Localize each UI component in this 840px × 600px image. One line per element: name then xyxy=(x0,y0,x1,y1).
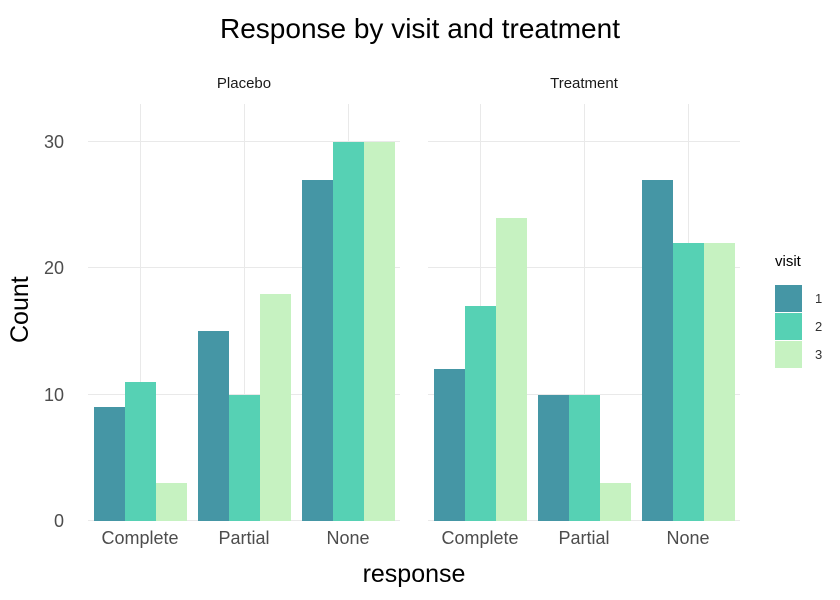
bar-treatment-partial-visit-1 xyxy=(537,394,569,521)
legend: visit 1 2 3 xyxy=(775,253,822,369)
bar-treatment-partial-visit-2 xyxy=(568,394,600,521)
x-axis-tick-label: Partial xyxy=(558,528,610,548)
legend-title: visit xyxy=(775,253,801,270)
bar-treatment-complete-visit-2 xyxy=(464,306,496,521)
bar-treatment-none-visit-1 xyxy=(641,179,673,521)
x-axis-tick-label: Complete xyxy=(441,528,519,548)
legend-keys: 1 2 3 xyxy=(775,285,822,368)
bar-placebo-complete-visit-1 xyxy=(93,407,125,521)
bar-treatment-none-visit-2 xyxy=(672,243,704,521)
gridline-vertical xyxy=(140,104,141,521)
chart-title: Response by visit and treatment xyxy=(220,13,620,44)
bar-placebo-none-visit-3 xyxy=(363,141,395,521)
y-axis-tick-label: 10 xyxy=(43,384,64,405)
bar-treatment-none-visit-3 xyxy=(703,243,735,521)
x-axis-title: response xyxy=(362,560,466,588)
bar-placebo-none-visit-2 xyxy=(332,141,364,521)
legend-key-swatch-2 xyxy=(775,313,802,340)
legend-entry-label: 1 xyxy=(815,291,823,306)
facet-strip-label: Treatment xyxy=(550,75,618,92)
y-axis-title: Count xyxy=(6,276,34,343)
x-axis-tick-label: None xyxy=(666,528,710,548)
y-axis-tick-label: 0 xyxy=(53,511,64,531)
y-axis-tick-label: 20 xyxy=(43,258,64,279)
bar-placebo-complete-visit-3 xyxy=(155,483,187,521)
legend-entry: 2 xyxy=(775,313,822,340)
bar-placebo-partial-visit-3 xyxy=(259,293,291,521)
bar-placebo-none-visit-1 xyxy=(301,179,333,521)
legend-key-swatch-1 xyxy=(775,285,802,312)
legend-entry: 1 xyxy=(775,285,822,312)
legend-entry-label: 2 xyxy=(815,319,823,334)
bar-placebo-complete-visit-2 xyxy=(124,382,156,521)
bar-placebo-partial-visit-1 xyxy=(197,331,229,521)
bar-treatment-complete-visit-3 xyxy=(495,217,527,521)
y-axis-tick-label: 30 xyxy=(43,131,64,152)
x-axis-tick-label: None xyxy=(326,528,370,548)
legend-entry-label: 3 xyxy=(815,347,823,362)
x-axis-tick-label: Partial xyxy=(218,528,270,548)
legend-key-swatch-3 xyxy=(775,341,802,368)
x-axis-tick-label: Complete xyxy=(101,528,179,548)
bar-placebo-partial-visit-2 xyxy=(228,394,260,521)
bar-treatment-complete-visit-1 xyxy=(433,369,465,521)
bar-treatment-partial-visit-3 xyxy=(599,483,631,521)
gridline-vertical xyxy=(584,104,585,521)
legend-entry: 3 xyxy=(775,341,822,368)
gridline-vertical xyxy=(244,104,245,521)
facet-strip-label: Placebo xyxy=(216,75,272,92)
facet-panel xyxy=(428,104,740,521)
facet-panel xyxy=(88,104,400,521)
